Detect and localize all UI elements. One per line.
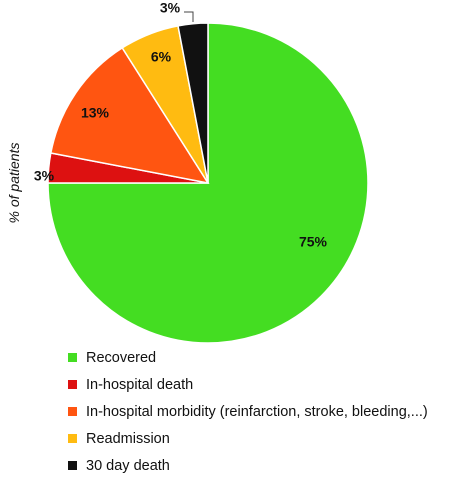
legend-label: 30 day death (86, 457, 170, 474)
legend-item: Readmission (68, 425, 468, 452)
legend-swatch (68, 461, 77, 470)
legend-swatch (68, 380, 77, 389)
legend-label: Recovered (86, 349, 157, 366)
legend-label: In-hospital morbidity (reinfarction, str… (86, 403, 428, 420)
data-label-3: 6% (151, 49, 172, 65)
legend-item: In-hospital death (68, 371, 468, 398)
legend-swatch (68, 353, 77, 362)
pie-slice-30-4 (177, 22, 209, 184)
legend-swatch (68, 434, 77, 443)
legend-swatch (68, 407, 77, 416)
legend-item: Recovered (68, 344, 468, 371)
data-label-0: 75% (299, 234, 328, 250)
data-label-4: 3% (160, 0, 181, 16)
pie-slice-inhospital-2 (49, 46, 210, 185)
data-label-2: 13% (81, 105, 110, 121)
legend-item: 30 day death (68, 452, 468, 479)
legend-label: Readmission (86, 430, 170, 447)
legend-label: In-hospital death (86, 376, 194, 393)
legend: Recovered In-hospital death In-hospital mo… (68, 344, 468, 479)
data-label-1: 3% (34, 168, 55, 184)
legend-item: In-hospital morbidity (reinfarction, str… (68, 398, 468, 425)
leader-line (184, 11, 194, 22)
